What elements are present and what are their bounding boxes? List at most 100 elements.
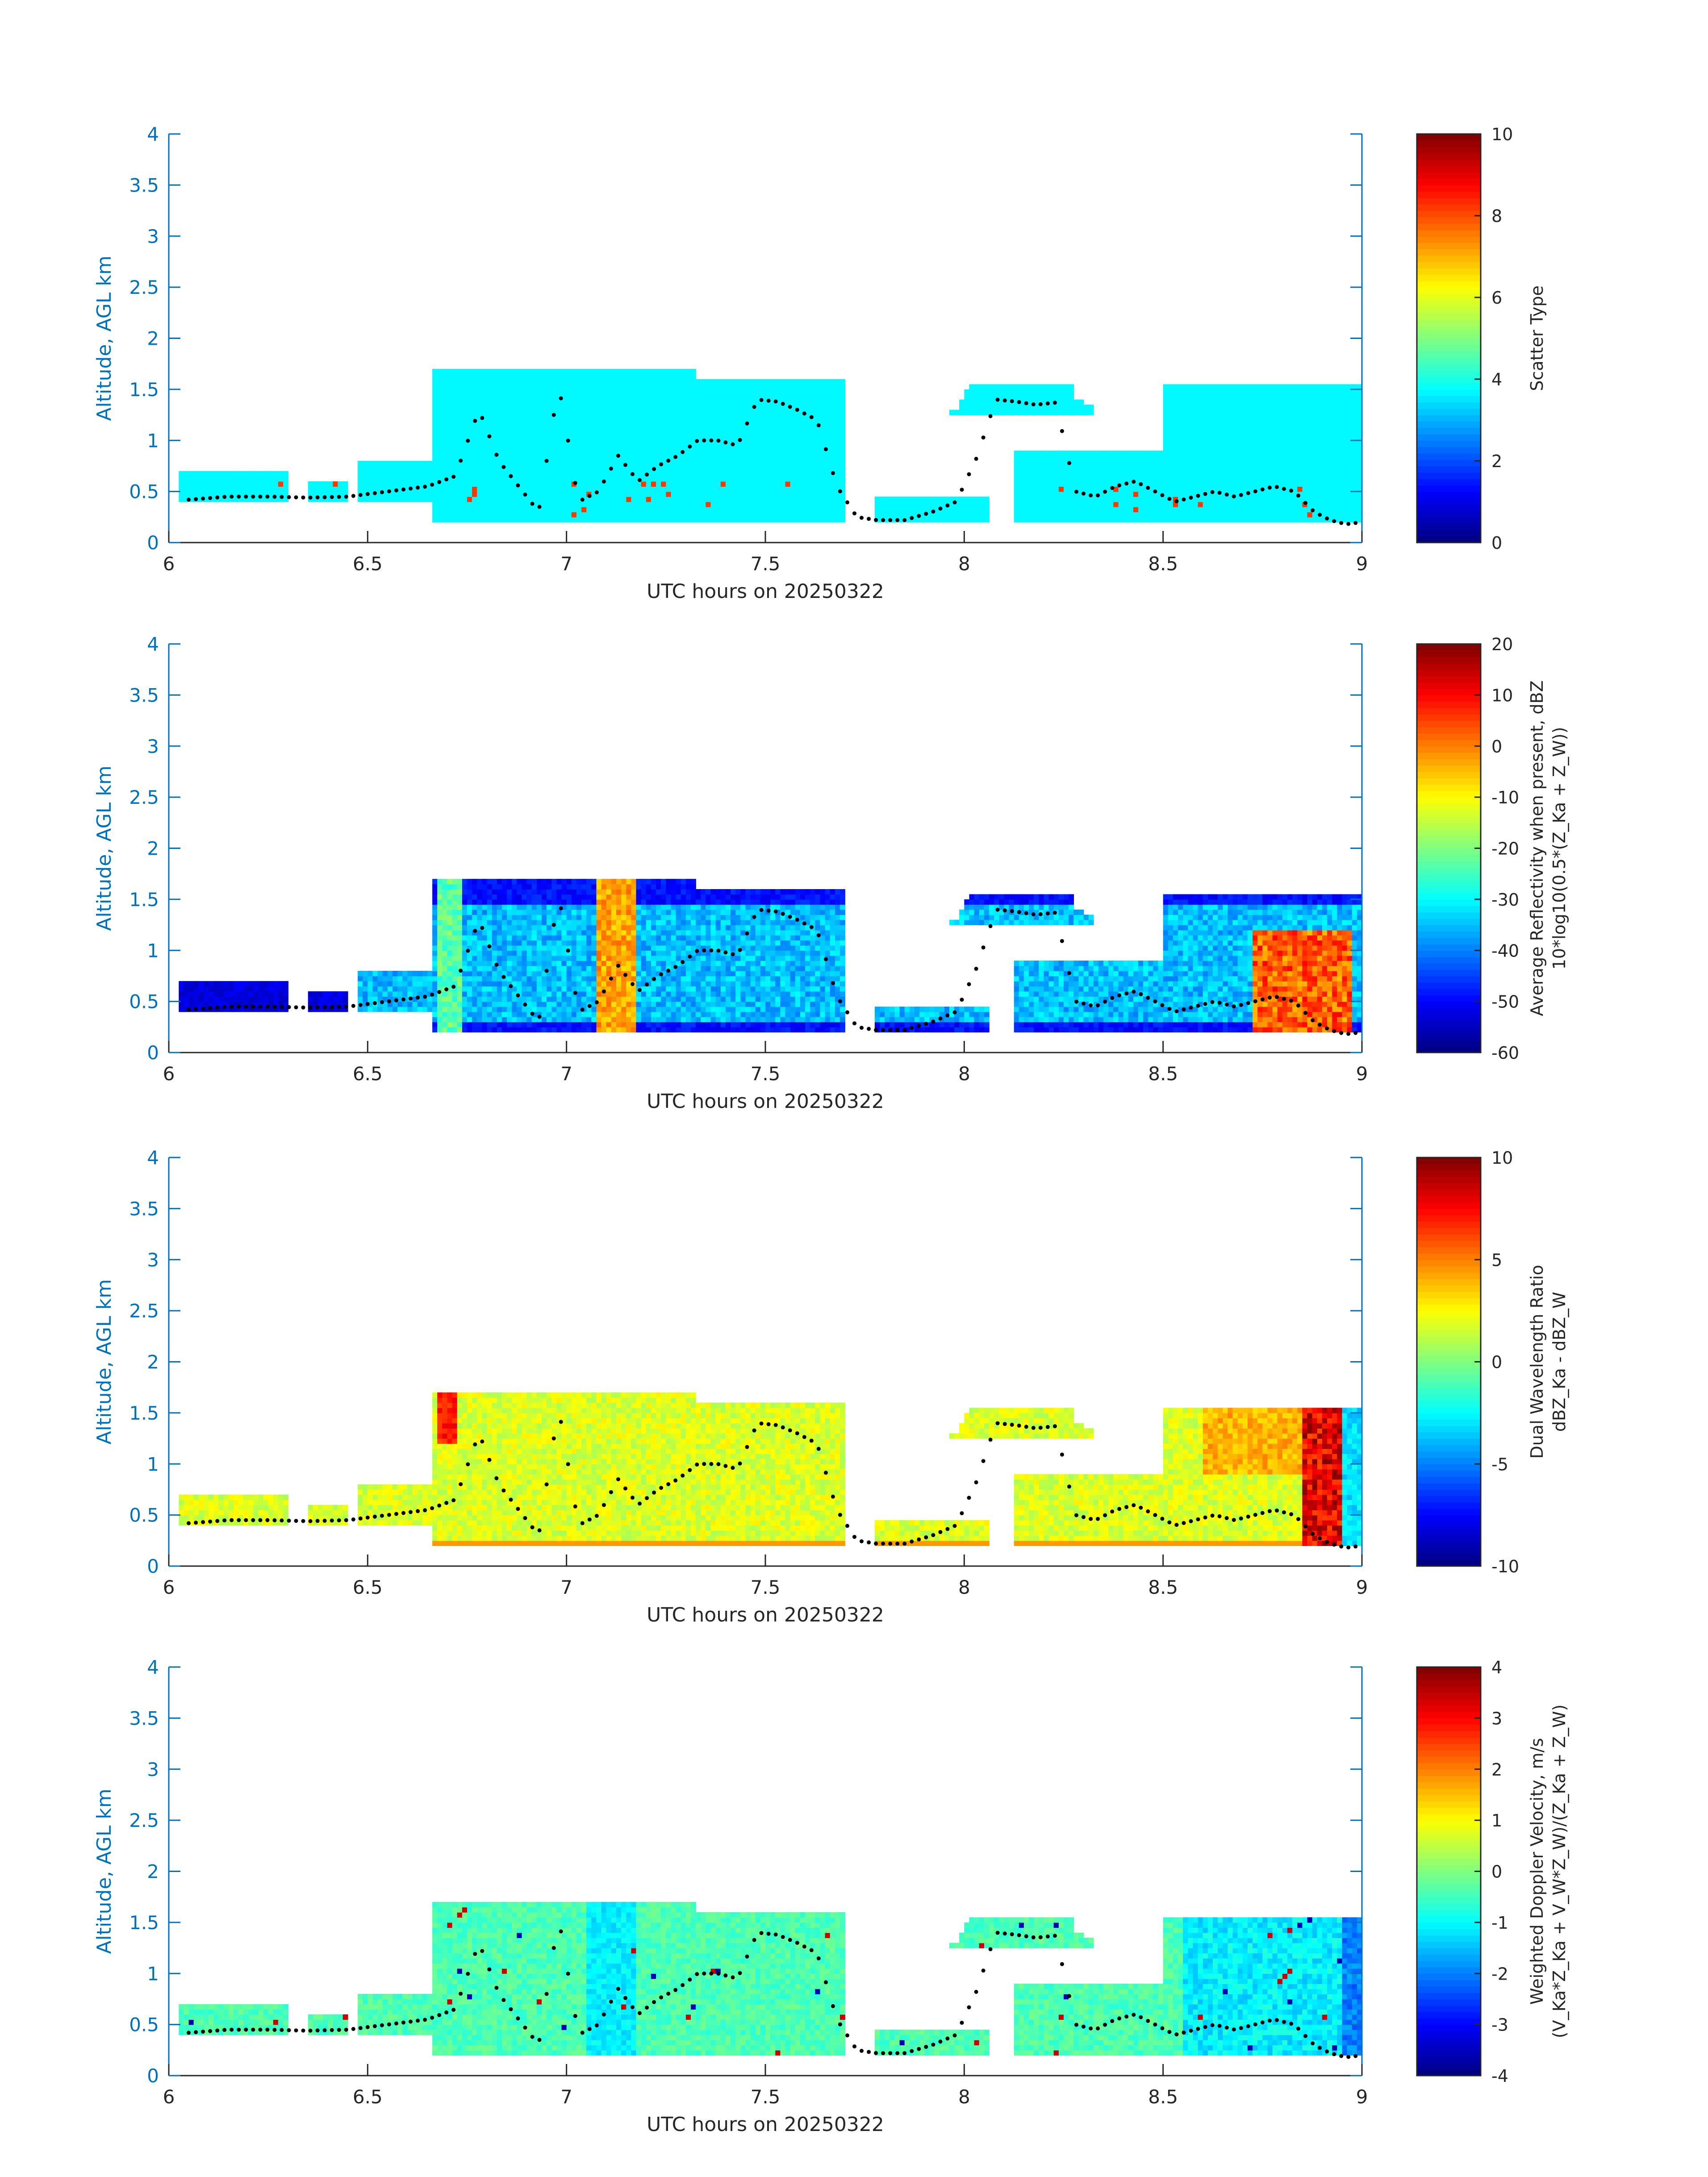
heatmap-cell	[944, 512, 950, 518]
y-tick-label: 3.5	[129, 174, 159, 196]
heatmap-cell	[1029, 451, 1034, 456]
heatmap-cell	[492, 420, 497, 426]
heatmap-cell	[671, 445, 677, 451]
heatmap-cell	[1207, 491, 1213, 497]
heatmap-cell	[1327, 415, 1332, 421]
heatmap-cell	[835, 497, 840, 502]
heatmap-cell	[512, 455, 518, 461]
heatmap-cell	[1332, 445, 1338, 451]
heatmap-cell	[974, 506, 980, 513]
heatmap-cell	[1163, 461, 1169, 467]
heatmap-cell	[1213, 394, 1218, 400]
heatmap-cell	[745, 461, 751, 467]
heatmap-cell	[984, 389, 990, 395]
heatmap-cell	[591, 369, 597, 375]
heatmap-cell	[487, 486, 493, 492]
heatmap-cell	[715, 420, 721, 426]
heatmap-cell	[984, 409, 990, 415]
heatmap-cell	[656, 420, 661, 426]
heatmap-cell	[273, 1001, 279, 1007]
heatmap-cell	[1223, 435, 1228, 441]
heatmap-cell	[1312, 455, 1318, 461]
heatmap-cell	[313, 497, 318, 502]
heatmap-cell	[522, 476, 527, 482]
heatmap-cell	[1357, 512, 1362, 518]
heatmap-cell	[999, 394, 1005, 400]
heatmap-cell	[631, 384, 637, 390]
heatmap-cell	[701, 517, 706, 522]
heatmap-cell	[984, 497, 990, 502]
heatmap-cell	[512, 471, 518, 477]
heatmap-cell	[1337, 481, 1343, 487]
heatmap-cell	[1352, 425, 1357, 431]
heatmap-cell	[1188, 451, 1194, 456]
heatmap-cell	[691, 420, 696, 426]
heatmap-cell	[363, 466, 368, 472]
heatmap-cell	[731, 501, 736, 507]
heatmap-cell	[691, 451, 696, 456]
heatmap-cell	[188, 1007, 194, 1012]
heatmap-cell	[800, 466, 806, 472]
trace-dot	[372, 491, 377, 495]
heatmap-cell	[482, 506, 488, 513]
heatmap-cell	[1163, 384, 1169, 390]
heatmap-cell	[477, 517, 483, 522]
heatmap-cell	[1073, 481, 1079, 487]
heatmap-cell	[1163, 430, 1169, 436]
heatmap-cell	[497, 379, 502, 385]
heatmap-cell	[725, 384, 731, 390]
heatmap-cell	[770, 471, 776, 477]
heatmap-cell	[1232, 425, 1238, 431]
trace-dot	[981, 435, 986, 440]
heatmap-cell	[526, 455, 532, 461]
heatmap-cell	[1307, 415, 1313, 421]
heatmap-cell	[1133, 512, 1139, 518]
heatmap-cell	[611, 389, 617, 395]
heatmap-cell	[790, 471, 796, 477]
heatmap-cell	[1203, 517, 1208, 522]
heatmap-cell	[681, 445, 686, 451]
heatmap-cell	[1242, 409, 1248, 415]
heatmap-cell	[203, 981, 209, 987]
heatmap-cell	[685, 501, 691, 507]
trace-dot	[788, 405, 792, 409]
heatmap-cell	[666, 415, 672, 421]
heatmap-cell	[780, 440, 786, 446]
heatmap-cell	[596, 399, 602, 405]
heatmap-cell	[641, 394, 647, 400]
heatmap-cell	[377, 466, 383, 472]
trace-dot	[1246, 491, 1250, 495]
heatmap-cell	[810, 440, 816, 446]
heatmap-cell	[522, 506, 527, 513]
heatmap-cell	[1218, 445, 1223, 451]
heatmap-cell	[696, 405, 701, 410]
heatmap-cell	[342, 1001, 348, 1007]
heatmap-cell	[915, 501, 920, 507]
heatmap-cell	[531, 512, 537, 518]
heatmap-cell	[750, 512, 756, 518]
heatmap-cell	[591, 415, 597, 421]
heatmap-cell	[1153, 486, 1159, 492]
heatmap-cell	[691, 497, 696, 502]
heatmap-cell	[810, 466, 816, 472]
heatmap-cell	[542, 466, 547, 472]
heatmap-cell	[1312, 435, 1318, 441]
heatmap-cell	[442, 409, 448, 415]
heatmap-cell	[467, 501, 472, 507]
heatmap-cell	[218, 497, 224, 502]
heatmap-cell	[571, 394, 577, 400]
heatmap-cell	[760, 430, 766, 436]
y-tick-label: 1	[147, 430, 159, 451]
heatmap-cell	[283, 486, 288, 492]
heatmap-cell	[626, 491, 632, 497]
heatmap-cell	[1277, 451, 1283, 456]
heatmap-cell	[278, 481, 284, 487]
heatmap-cell	[666, 440, 672, 446]
heatmap-cell	[691, 471, 696, 477]
heatmap-cell	[1277, 455, 1283, 461]
heatmap-cell	[775, 445, 781, 451]
heatmap-cell	[482, 517, 488, 522]
heatmap-cell	[1163, 394, 1169, 400]
heatmap-cell	[561, 384, 567, 390]
